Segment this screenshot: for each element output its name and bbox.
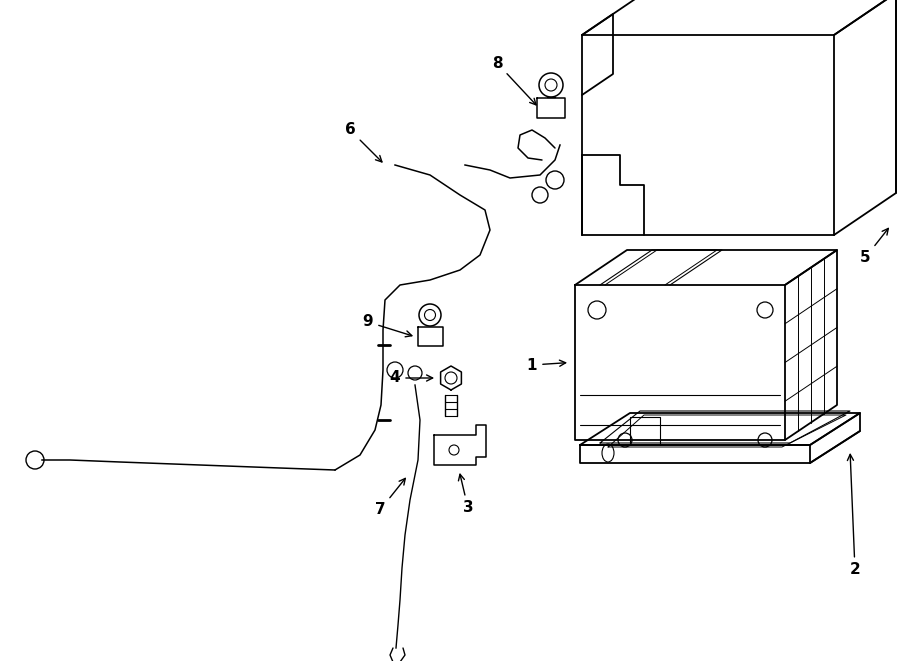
Text: 5: 5 xyxy=(860,229,888,266)
Text: 3: 3 xyxy=(458,474,473,516)
Text: 9: 9 xyxy=(363,315,412,337)
Text: 4: 4 xyxy=(390,371,433,385)
Text: 1: 1 xyxy=(526,358,566,373)
Text: 7: 7 xyxy=(374,479,405,518)
Text: 6: 6 xyxy=(345,122,382,162)
Text: 8: 8 xyxy=(491,56,536,105)
Text: 2: 2 xyxy=(848,454,860,578)
